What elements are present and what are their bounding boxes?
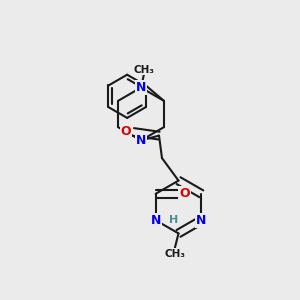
Text: N: N [196, 214, 207, 227]
Text: O: O [121, 125, 131, 139]
Text: H: H [169, 215, 178, 225]
Text: CH₃: CH₃ [134, 64, 154, 75]
Text: N: N [136, 81, 146, 94]
Text: O: O [179, 187, 190, 200]
Text: CH₃: CH₃ [164, 249, 185, 259]
Text: N: N [136, 134, 146, 147]
Text: N: N [150, 214, 161, 227]
